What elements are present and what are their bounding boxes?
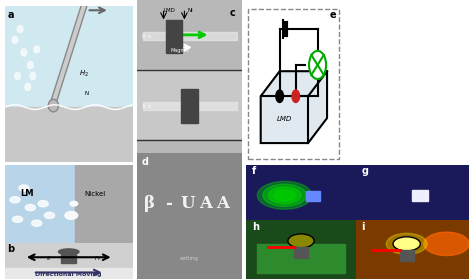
Bar [197,159,214,193]
Bar [137,209,242,279]
Bar [5,268,133,279]
Text: c: c [229,8,235,18]
Bar [137,140,242,209]
Text: 2 s: 2 s [142,173,151,178]
Bar [257,244,345,273]
Circle shape [34,45,40,53]
Text: Ni: Ni [188,8,193,13]
Text: b: b [7,244,14,254]
Text: $f_s$: $f_s$ [30,254,36,263]
Text: LM: LM [20,189,34,198]
Text: d: d [142,157,149,167]
Text: A: A [217,195,229,212]
Text: i: i [361,222,365,232]
Circle shape [27,61,34,69]
Text: A: A [199,195,212,212]
Text: Directional Moving: Directional Moving [36,272,102,277]
Circle shape [268,187,301,204]
Circle shape [25,83,31,91]
Bar [212,265,231,268]
Circle shape [257,181,312,209]
Circle shape [263,184,306,206]
Bar [181,89,198,123]
Text: $F_c$: $F_c$ [94,254,101,263]
Text: LMD: LMD [277,116,292,122]
Circle shape [65,211,78,219]
Text: $f_v$: $f_v$ [46,254,52,263]
Bar [5,165,75,243]
Text: 0 s: 0 s [142,34,151,39]
Text: f: f [252,166,256,176]
Bar [5,243,133,268]
Bar [143,172,237,180]
Circle shape [12,36,18,44]
Bar [306,191,319,201]
Circle shape [292,90,300,102]
Bar [294,247,308,258]
Bar [143,32,237,40]
Circle shape [70,201,78,206]
Text: U: U [180,195,195,212]
Circle shape [424,232,469,256]
Circle shape [30,72,36,80]
Bar [61,252,76,263]
Circle shape [386,233,427,254]
Bar [137,0,242,70]
Circle shape [19,185,29,191]
Circle shape [14,72,21,80]
Bar [5,107,133,162]
Text: Nickel: Nickel [84,191,105,197]
Circle shape [288,234,314,248]
Circle shape [45,212,55,218]
Circle shape [32,220,42,226]
Text: -: - [165,195,172,212]
FancyBboxPatch shape [248,9,339,159]
Bar [75,165,133,243]
Bar [400,250,413,261]
Circle shape [393,237,420,251]
Circle shape [12,216,23,222]
Circle shape [48,99,58,112]
Text: 3 s: 3 s [142,243,151,248]
Bar [137,70,242,140]
Text: g: g [361,166,368,176]
Bar [412,190,428,201]
Text: a: a [7,10,14,20]
Text: writing: writing [180,256,199,261]
Circle shape [276,90,283,102]
Circle shape [38,201,48,207]
Text: 1 s: 1 s [142,104,151,109]
Text: β: β [145,195,155,212]
Text: N: N [84,91,88,96]
Text: Magnet: Magnet [171,48,189,53]
Circle shape [309,51,326,79]
Circle shape [25,205,36,211]
Text: h: h [252,222,259,232]
Circle shape [58,249,79,255]
Circle shape [10,197,20,203]
Bar [143,102,237,110]
Bar [5,6,133,107]
Circle shape [274,190,296,201]
Polygon shape [261,71,327,143]
Circle shape [17,25,23,33]
Circle shape [21,49,27,56]
Bar [143,241,237,250]
Text: LMD: LMD [164,8,175,13]
Bar [210,229,227,262]
Text: e: e [330,10,337,20]
Bar [165,20,182,53]
Text: $H_2$: $H_2$ [79,69,89,79]
